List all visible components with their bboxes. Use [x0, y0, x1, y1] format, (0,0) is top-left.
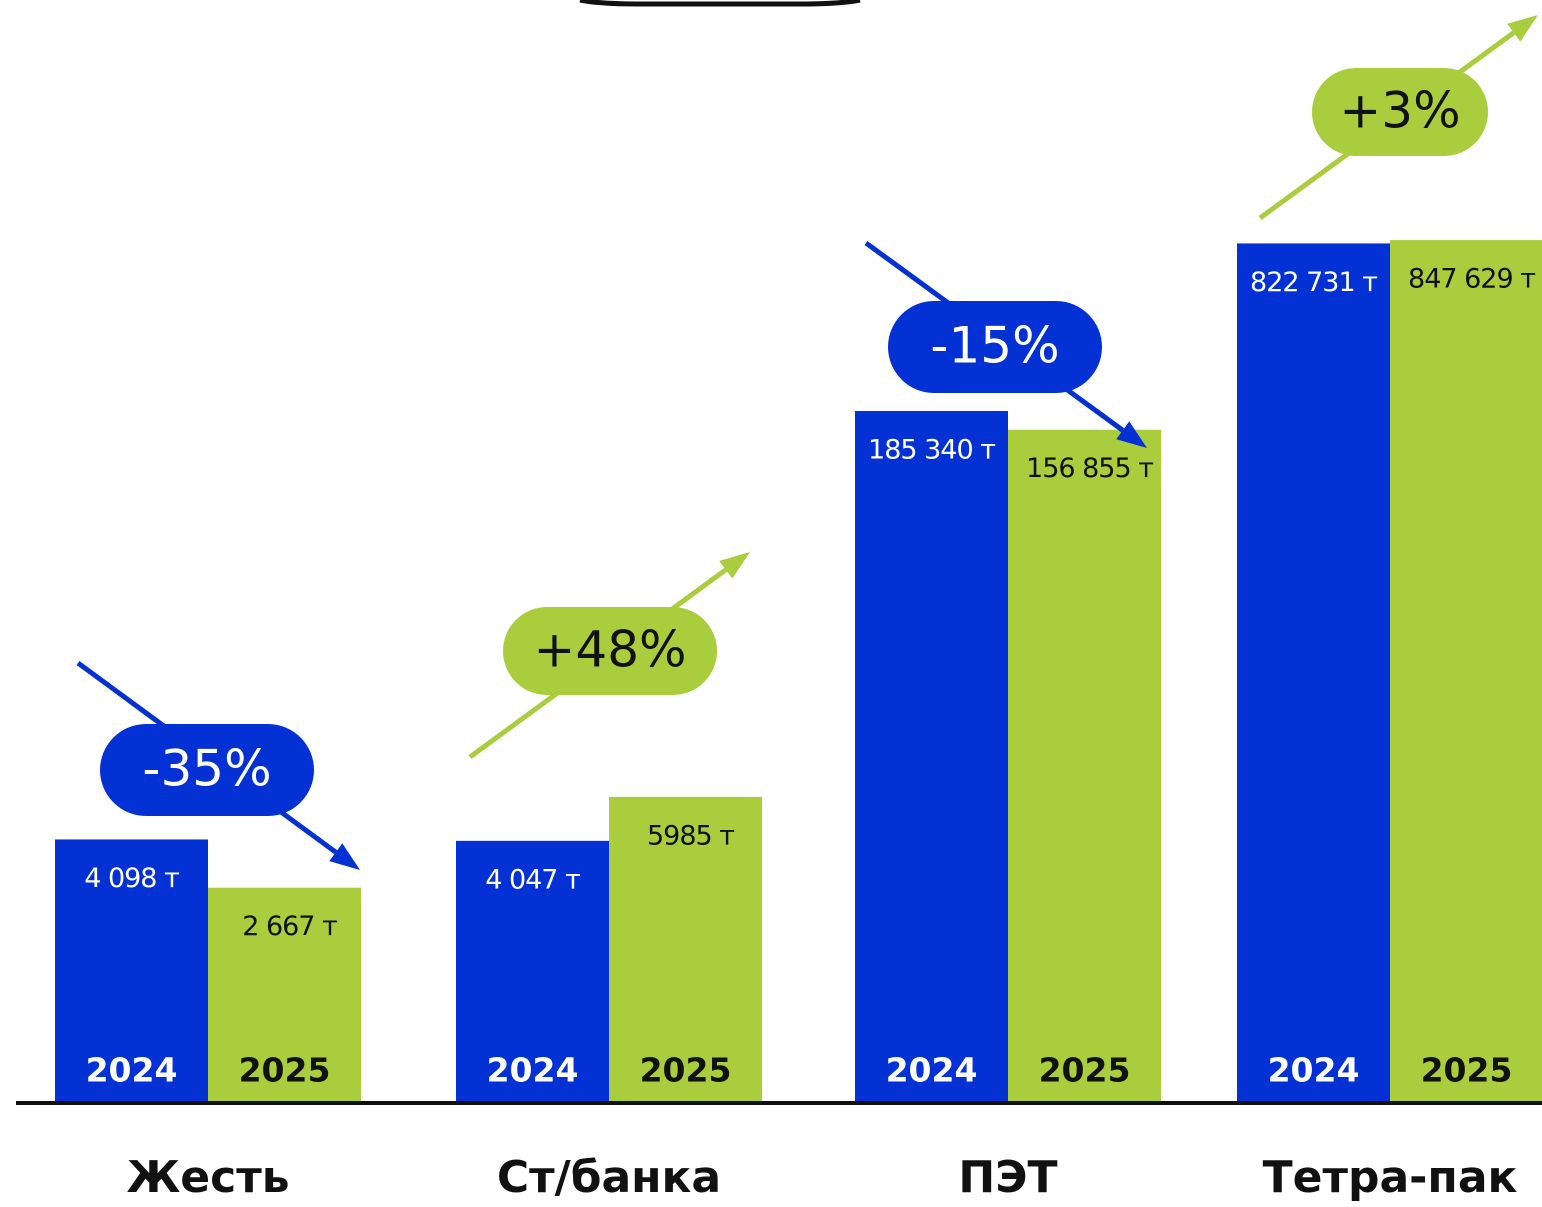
value-label: 4 098 т	[84, 863, 179, 894]
bar	[609, 796, 762, 1101]
series-label: 2025	[1421, 1051, 1513, 1090]
category-label: Ст/банка	[497, 1152, 721, 1203]
category-label: ПЭТ	[958, 1152, 1057, 1203]
annotation-text: -15%	[930, 317, 1059, 375]
value-label: 156 855 т	[1026, 453, 1153, 484]
annotation-pill	[1312, 68, 1488, 156]
series-label: 2024	[487, 1051, 579, 1090]
series-label: 2024	[886, 1051, 978, 1090]
baseline	[16, 1101, 1542, 1105]
value-label: 847 629 т	[1408, 264, 1535, 295]
arrow-head	[329, 843, 360, 870]
annotation-pill	[100, 724, 314, 816]
arrow-head	[1507, 15, 1538, 42]
bar	[456, 840, 609, 1101]
series-label: 2025	[1039, 1051, 1131, 1090]
arrow-head	[1116, 421, 1147, 448]
series-label: 2025	[239, 1051, 331, 1090]
annotation-pill	[503, 607, 717, 695]
bar	[1390, 240, 1542, 1101]
series-label: 2024	[86, 1051, 178, 1090]
value-label: 2 667 т	[242, 911, 337, 942]
annotation-text: +48%	[533, 621, 686, 679]
bar	[855, 410, 1008, 1101]
annotation-text: +3%	[1339, 82, 1460, 140]
category-label: Жесть	[126, 1152, 289, 1203]
bar	[208, 887, 361, 1101]
value-label: 822 731 т	[1250, 267, 1377, 298]
series-label: 2024	[1268, 1051, 1360, 1090]
arrow-head	[719, 552, 750, 579]
decoration	[579, 0, 861, 7]
value-label: 4 047 т	[485, 864, 580, 895]
value-label: 5985 т	[647, 820, 734, 851]
value-label: 185 340 т	[868, 434, 995, 465]
series-label: 2025	[640, 1051, 732, 1090]
annotation-text: -35%	[142, 740, 271, 798]
bar	[1237, 243, 1390, 1101]
category-label: Тетра-пак	[1263, 1152, 1518, 1203]
bar	[1008, 429, 1161, 1101]
annotation-pill	[888, 301, 1102, 393]
bar	[55, 839, 208, 1101]
